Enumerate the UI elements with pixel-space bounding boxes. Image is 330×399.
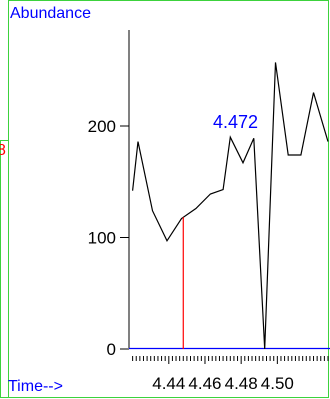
x-tick-label: 4.48	[225, 374, 258, 393]
y-axis-title: Abundance	[10, 5, 91, 22]
y-tick-label: 200	[88, 117, 116, 136]
x-tick-label: 4.50	[261, 374, 294, 393]
x-tick-label: 4.46	[188, 374, 221, 393]
chart-frame-top	[8, 0, 329, 398]
x-tick-label: 4.44	[152, 374, 185, 393]
y-tick-label: 100	[88, 229, 116, 248]
y-tick-label: 0	[107, 340, 116, 359]
edge-label: 8	[0, 142, 6, 159]
plot-area: 4.44 4.46 4.48 4.50 0 100 200	[88, 30, 330, 393]
peak-time-label: 4.472	[213, 112, 258, 132]
chart-frame-left	[0, 140, 9, 398]
abundance-trace	[132, 62, 329, 350]
x-axis-title: Time-->	[8, 378, 63, 395]
